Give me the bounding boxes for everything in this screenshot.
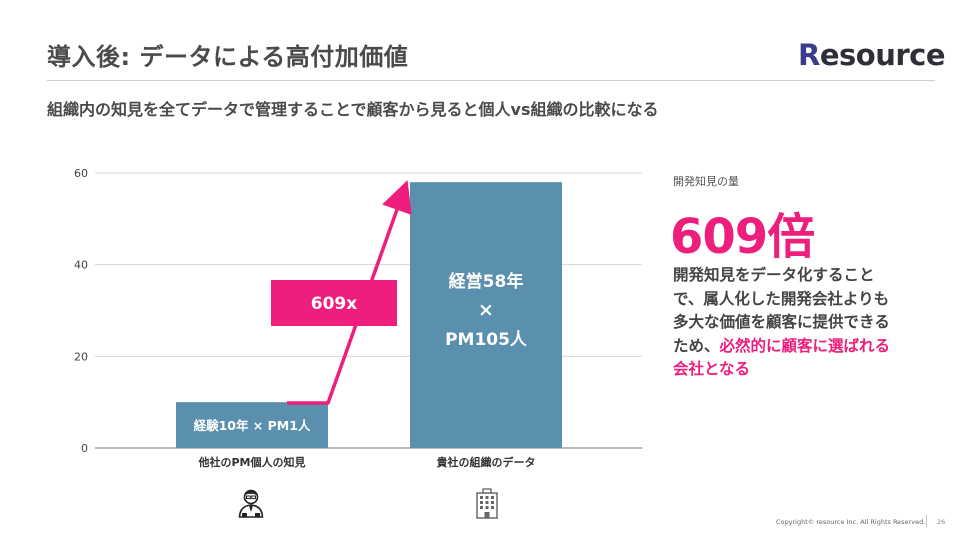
desc-line-2: で、属人化した開発会社よりも <box>673 289 890 308</box>
bar-data-label: 経験10年 × PM1人 <box>194 418 311 433</box>
multiplier-value: 609倍 <box>670 209 815 265</box>
copyright: Copyright© resource Inc. All Rights Rese… <box>776 518 926 526</box>
logo-mark: R <box>798 38 820 72</box>
x-category-label: 他社のPM個人の知見 <box>197 455 305 469</box>
bar <box>176 402 328 448</box>
person-icon <box>238 489 264 518</box>
y-tick-label: 60 <box>74 167 88 180</box>
y-tick-label: 0 <box>81 442 88 455</box>
desc-line-4: ため、必然的に顧客に選ばれる <box>673 335 935 359</box>
logo-text: esource <box>819 38 946 72</box>
bar <box>410 182 562 448</box>
y-tick-label: 20 <box>74 350 88 363</box>
desc-line-4-prefix: ため、 <box>673 336 720 355</box>
resource-logo: Resource <box>798 38 946 72</box>
bar-data-label: × <box>478 299 494 321</box>
annotation-box <box>271 280 397 326</box>
desc-line-5: 会社となる <box>673 360 751 378</box>
bar-data-label: PM105人 <box>445 330 528 350</box>
growth-arrow <box>287 180 412 405</box>
page-title: 導入後: データによる高付加価値 <box>47 43 409 71</box>
description: 開発知見をデータ化すること で、属人化した開発会社よりも 多大な価値を顧客に提供… <box>673 264 935 382</box>
page-subtitle: 組織内の知見を全てデータで管理することで顧客から見ると個人vs組織の比較になる <box>47 100 659 119</box>
header-divider <box>47 80 935 81</box>
y-tick-label: 40 <box>74 259 88 272</box>
desc-line-3: 多大な価値を顧客に提供できる <box>673 313 890 331</box>
bar-chart: 0 20 40 60 他社のPM個人の知見 貴社の組織のデータ 経験10年 × PM1人 経営… <box>74 167 642 469</box>
bar-data-label: 経営58年 <box>449 271 524 292</box>
footer-divider <box>926 515 927 527</box>
page-number: 26 <box>937 518 946 526</box>
annotation-label: 609x <box>311 294 357 314</box>
desc-highlight: 必然的に顧客に選ばれる <box>719 336 891 355</box>
side-label: 開発知見の量 <box>673 175 739 188</box>
x-category-label: 貴社の組織のデータ <box>437 455 536 469</box>
building-icon <box>476 488 498 519</box>
desc-line-1: 開発知見をデータ化すること <box>673 266 875 284</box>
